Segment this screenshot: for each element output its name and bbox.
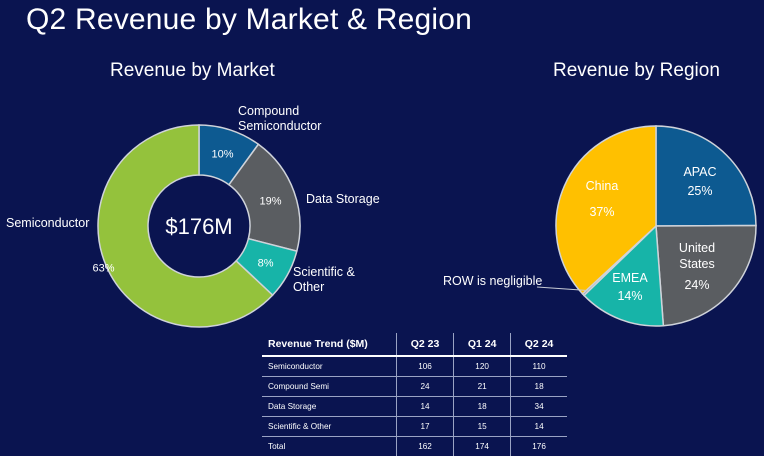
region-label-emea: EMEA	[612, 271, 648, 285]
region-pie-chart: APAC 25% United States 24% EMEA 14% China 37% ROW…	[443, 125, 757, 327]
table-cell: 162	[395, 436, 454, 456]
table-cell: 174	[453, 436, 511, 456]
table-row: Data Storage 14 18 34	[262, 396, 567, 417]
column-header: Q2 24	[510, 333, 567, 357]
table-cell: 21	[453, 376, 511, 397]
market-donut-chart: 10% Compound Semiconductor 19% Data Storage 8…	[6, 104, 380, 328]
category-label-scientific-and-other: Scientific & Other	[293, 265, 355, 294]
region-chart-title: Revenue by Region	[553, 60, 720, 81]
page-title: Q2 Revenue by Market & Region	[26, 3, 473, 36]
pct-label-united-states: 24%	[684, 278, 709, 292]
table-cell: 106	[395, 356, 454, 377]
table-cell: 18	[510, 376, 567, 397]
table-cell: 120	[453, 356, 511, 377]
region-label-united-states: States	[679, 257, 714, 271]
column-header: Q2 23	[395, 333, 454, 357]
table-cell: Compound Semi	[262, 376, 397, 397]
table-cell: 14	[510, 416, 567, 437]
table-cell: 24	[395, 376, 454, 397]
column-header: Revenue Trend ($M)	[262, 333, 397, 357]
slice-apac	[655, 125, 757, 227]
pct-label-apac: 25%	[687, 184, 712, 198]
revenue-trend-table: Revenue Trend ($M) Q2 23 Q1 24 Q2 24 Sem…	[262, 333, 567, 456]
table-cell: 17	[395, 416, 454, 437]
pct-label-china: 37%	[589, 205, 614, 219]
slice-united-states	[655, 224, 757, 327]
row-annotation-label: ROW is negligible	[443, 274, 542, 288]
region-label-china: China	[586, 179, 619, 193]
table-row: Semiconductor 106 120 110	[262, 356, 567, 377]
table-cell: Total	[268, 442, 286, 451]
table-cell: 176	[510, 436, 567, 456]
region-label-united-states: United	[679, 241, 715, 255]
table-cell: 110	[510, 356, 567, 377]
pct-label-semiconductor: 63%	[93, 262, 115, 274]
table-row: Compound Semi 24 21 18	[262, 376, 567, 397]
table-cell: Scientific & Other	[262, 416, 397, 437]
center-total-label: $176M	[165, 214, 232, 239]
table-row-total: Total 162 174 176	[262, 436, 567, 456]
category-label-semiconductor: Semiconductor	[6, 216, 89, 230]
table-cell: Data Storage	[262, 396, 397, 417]
pct-label-scientific-and-other: 8%	[258, 258, 274, 270]
table-row: Scientific & Other 17 15 14	[262, 416, 567, 437]
table-cell: 15	[453, 416, 511, 437]
row-annotation-leader-line	[536, 286, 588, 292]
table-cell: 34	[510, 396, 567, 417]
region-label-apac: APAC	[683, 165, 716, 179]
table-cell: 18	[453, 396, 511, 417]
column-header: Q1 24	[453, 333, 511, 357]
category-label-compound-semiconductor: Compound Semiconductor	[238, 104, 321, 133]
table-header-row: Revenue Trend ($M) Q2 23 Q1 24 Q2 24	[262, 333, 567, 357]
pct-label-emea: 14%	[617, 289, 642, 303]
category-label-data-storage: Data Storage	[306, 192, 380, 206]
slice-semiconductor	[97, 124, 274, 328]
slice-emea	[582, 224, 665, 327]
table-cell: 14	[395, 396, 454, 417]
table-cell: Semiconductor	[262, 356, 397, 377]
pct-label-data-storage: 19%	[259, 195, 281, 207]
pct-label-compound-semiconductor: 10%	[211, 149, 233, 161]
slice-china	[555, 125, 657, 295]
market-chart-title: Revenue by Market	[110, 60, 275, 81]
